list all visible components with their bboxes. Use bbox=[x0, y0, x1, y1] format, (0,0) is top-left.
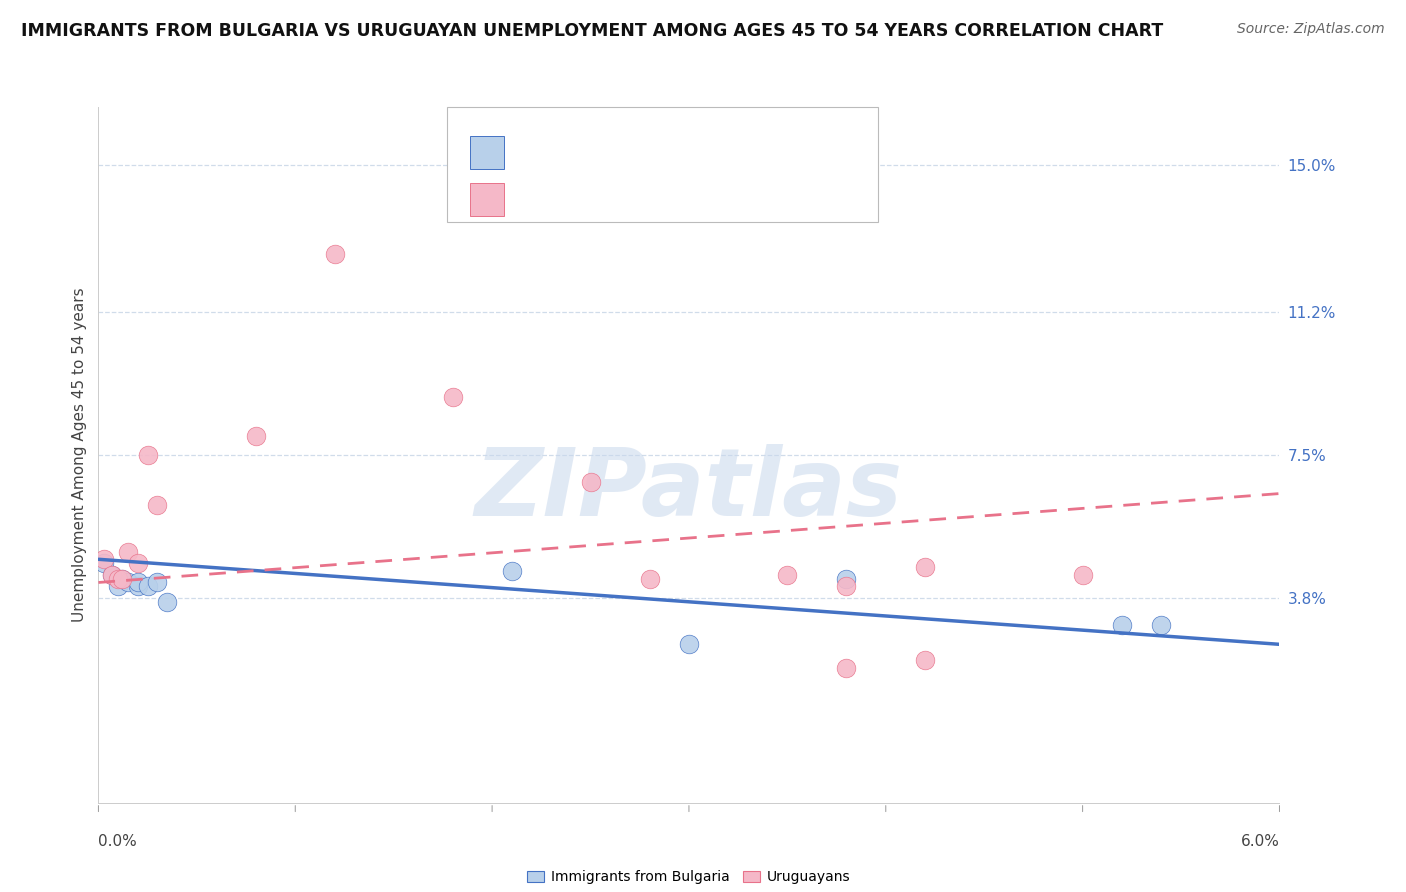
Text: N = 19: N = 19 bbox=[766, 193, 818, 207]
Point bbox=[136, 579, 159, 593]
Legend: Immigrants from Bulgaria, Uruguayans: Immigrants from Bulgaria, Uruguayans bbox=[522, 864, 856, 890]
FancyBboxPatch shape bbox=[471, 136, 503, 169]
Point bbox=[835, 660, 858, 674]
Point bbox=[914, 653, 936, 667]
Point bbox=[441, 390, 464, 404]
Point bbox=[146, 575, 169, 590]
Text: R =   0.128: R = 0.128 bbox=[512, 193, 598, 207]
Point bbox=[1111, 618, 1133, 632]
Point bbox=[117, 575, 139, 590]
Text: 0.0%: 0.0% bbox=[98, 834, 138, 849]
Point bbox=[1150, 618, 1173, 632]
Point bbox=[136, 448, 159, 462]
Point bbox=[579, 475, 602, 489]
Text: R = -0.604: R = -0.604 bbox=[512, 145, 593, 160]
Point bbox=[156, 595, 179, 609]
Point bbox=[835, 579, 858, 593]
Point bbox=[127, 556, 149, 570]
Text: N = 15: N = 15 bbox=[766, 145, 818, 160]
Point bbox=[245, 428, 267, 442]
Point bbox=[111, 572, 134, 586]
Point bbox=[101, 567, 124, 582]
Point bbox=[117, 544, 139, 558]
Text: ZIPatlas: ZIPatlas bbox=[475, 443, 903, 536]
Point bbox=[107, 579, 129, 593]
Point bbox=[835, 572, 858, 586]
FancyBboxPatch shape bbox=[471, 183, 503, 217]
Point bbox=[501, 564, 523, 578]
FancyBboxPatch shape bbox=[447, 107, 877, 222]
Point bbox=[127, 579, 149, 593]
Point bbox=[93, 552, 115, 566]
Point bbox=[776, 567, 799, 582]
Y-axis label: Unemployment Among Ages 45 to 54 years: Unemployment Among Ages 45 to 54 years bbox=[72, 287, 87, 623]
Text: IMMIGRANTS FROM BULGARIA VS URUGUAYAN UNEMPLOYMENT AMONG AGES 45 TO 54 YEARS COR: IMMIGRANTS FROM BULGARIA VS URUGUAYAN UN… bbox=[21, 22, 1163, 40]
Point bbox=[914, 560, 936, 574]
Point bbox=[127, 575, 149, 590]
Point bbox=[111, 572, 134, 586]
Point bbox=[107, 572, 129, 586]
Point bbox=[93, 556, 115, 570]
Point bbox=[1071, 567, 1094, 582]
Text: Source: ZipAtlas.com: Source: ZipAtlas.com bbox=[1237, 22, 1385, 37]
Point bbox=[323, 247, 346, 261]
Point bbox=[146, 498, 169, 512]
Point bbox=[101, 567, 124, 582]
Point bbox=[678, 637, 700, 651]
Point bbox=[638, 572, 661, 586]
Text: 6.0%: 6.0% bbox=[1240, 834, 1279, 849]
